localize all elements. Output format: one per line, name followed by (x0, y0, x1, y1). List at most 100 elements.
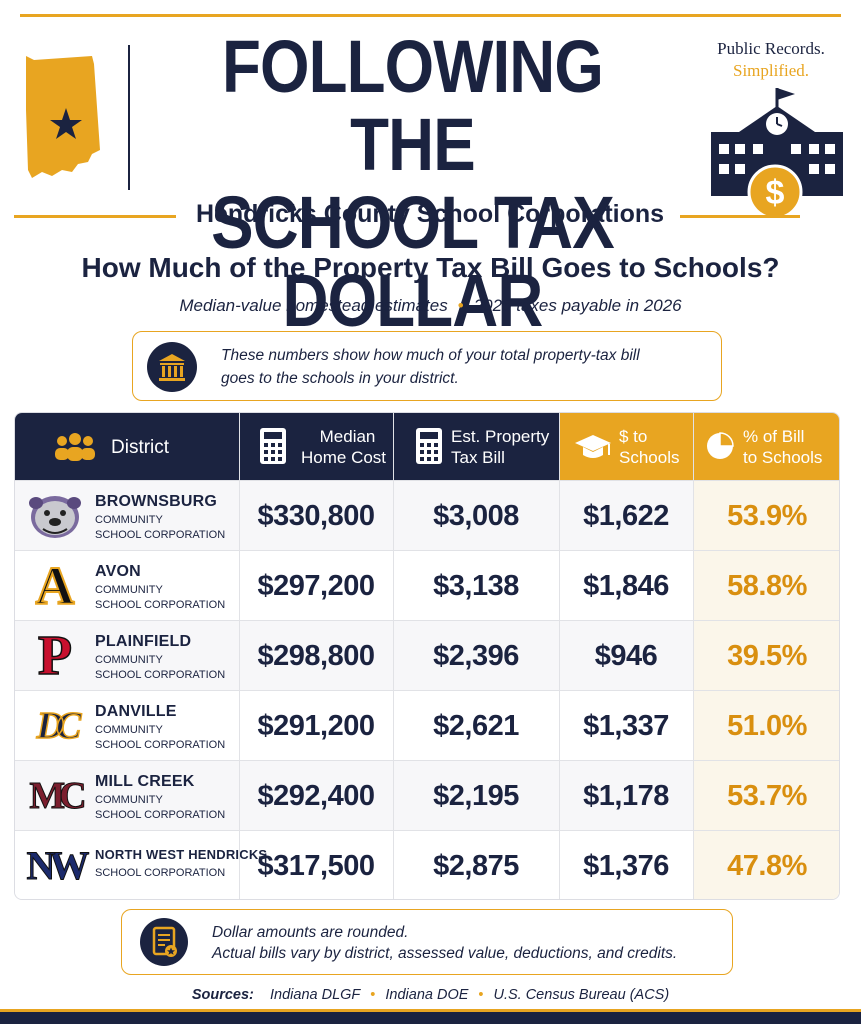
graduation-cap-icon (575, 435, 611, 458)
to-schools-cell: $1,622 (583, 499, 669, 532)
sources-line: Sources: Indiana DLGF • Indiana DOE • U.S. C… (191, 987, 670, 1003)
district-name: AVON (95, 563, 141, 580)
footnote-box: Dollar amounts are rounded. Actual bills… (121, 909, 733, 975)
mill-creek-logo-icon: MC (25, 771, 87, 821)
header-pct-l2: to Schools (743, 448, 823, 467)
source-1: Indiana DLGF (270, 987, 361, 1003)
district-sub-1: COMMUNITY (95, 514, 163, 526)
district-sub-2: SCHOOL CORPORATION (95, 669, 226, 681)
question-heading: How Much of the Property Tax Bill Goes t… (81, 252, 780, 283)
subtitle-rule-right (680, 215, 800, 218)
table-header: District Median Home Cost (15, 413, 839, 480)
avon-logo-icon: A (25, 556, 85, 616)
tax-bill-cell: $2,195 (433, 779, 519, 812)
sources-label: Sources: (191, 987, 254, 1003)
district-name: BROWNSBURG (95, 493, 217, 510)
column-divider (239, 413, 240, 899)
danville-logo-icon: DC (25, 701, 85, 751)
district-sub: COMMUNITY SCHOOL CORPORATION (95, 653, 225, 683)
district-sub-1: COMMUNITY (95, 794, 163, 806)
table-row: NW NORTH WEST HENDRICKS SCHOOL CORPORATI… (15, 830, 839, 899)
home-cost-cell: $330,800 (257, 499, 375, 532)
header-to-schools-l1: $ to (619, 427, 648, 446)
header-divider (128, 45, 130, 190)
note-text: These numbers show how much of your tota… (221, 344, 711, 390)
header-district-label: District (111, 437, 170, 458)
calculator-icon (416, 428, 442, 464)
main-title: FOLLOWING THE SCHOOL TAX DOLLAR (178, 28, 647, 340)
note-icon-circle (147, 342, 197, 392)
meta-left: Median-value homestead estimates (179, 296, 448, 315)
indiana-state-icon (26, 56, 100, 178)
pct-cell: 47.8% (693, 831, 839, 899)
district-sub-1: COMMUNITY (95, 584, 163, 596)
subtitle: Hendricks County School Corporations (195, 200, 665, 228)
header-to-schools-label: $ to Schools (619, 426, 679, 468)
header-tax-bill-l1: Est. Property (451, 427, 550, 446)
district-sub-1: COMMUNITY (95, 654, 163, 666)
header-to-schools-l2: Schools (619, 448, 680, 467)
people-icon (55, 433, 95, 461)
header-tax-bill-l2: Tax Bill (451, 448, 505, 467)
title-line-2: SCHOOL TAX DOLLAR (211, 181, 615, 342)
tax-table: District Median Home Cost (14, 412, 840, 900)
brand-tagline: Public Records. Simplified. (701, 38, 841, 82)
bottom-gold-rule (0, 1009, 861, 1012)
pct-cell: 39.5% (693, 621, 839, 691)
header-pct: % of Bill to Schools (693, 413, 839, 480)
pie-chart-icon (707, 432, 734, 459)
svg-text:$: $ (766, 174, 785, 212)
district-sub: COMMUNITY SCHOOL CORPORATION (95, 513, 225, 543)
home-cost-cell: $298,800 (257, 639, 375, 672)
district-sub-1: SCHOOL CORPORATION (95, 867, 226, 879)
home-cost-cell: $292,400 (257, 779, 375, 812)
header-district: District (15, 413, 239, 480)
plainfield-logo-letter: P (37, 625, 73, 687)
district-sub-2: SCHOOL CORPORATION (95, 739, 226, 751)
header-home-cost-l1: Median (319, 427, 376, 446)
brand-line-2: Simplified. (732, 61, 810, 80)
mill-creek-logo-letters: MC (29, 775, 87, 818)
district-name: NORTH WEST HENDRICKS (95, 847, 268, 862)
footnote-icon-circle (140, 918, 188, 966)
column-divider (693, 413, 694, 899)
source-2: Indiana DOE (385, 987, 469, 1003)
footnote-text: Dollar amounts are rounded. Actual bills… (212, 922, 677, 964)
district-sub-2: SCHOOL CORPORATION (95, 809, 226, 821)
header-tax-bill: Est. Property Tax Bill (393, 413, 559, 480)
tax-bill-cell: $2,875 (433, 849, 519, 882)
district-sub: COMMUNITY SCHOOL CORPORATION (95, 723, 225, 753)
bulldog-logo-icon (29, 496, 81, 538)
north-west-logo-letters: NW (26, 843, 90, 889)
tax-bill-cell: $2,396 (433, 639, 519, 672)
tax-bill-cell: $3,008 (433, 499, 519, 532)
tax-bill-cell: $3,138 (433, 569, 519, 602)
brand-line-1: Public Records. (717, 39, 825, 58)
table-row: BROWNSBURG COMMUNITY SCHOOL CORPORATION $… (15, 480, 839, 551)
header-tax-bill-label: Est. Property Tax Bill (451, 426, 549, 468)
header-pct-label: % of Bill to Schools (743, 426, 822, 468)
top-rule (20, 14, 841, 17)
table-body: BROWNSBURG COMMUNITY SCHOOL CORPORATION $… (15, 480, 839, 899)
district-sub: SCHOOL CORPORATION (95, 866, 225, 881)
pct-cell: 58.8% (693, 551, 839, 621)
meta-line: Median-value homestead estimates • 2025 ta… (179, 296, 682, 315)
district-sub: COMMUNITY SCHOOL CORPORATION (95, 793, 225, 823)
header-pct-l1: % of Bill (743, 427, 805, 446)
calculator-icon (260, 428, 286, 464)
table-row: DC DANVILLE COMMUNITY SCHOOL CORPORATION … (15, 690, 839, 761)
avon-logo-letter: A (35, 556, 76, 616)
to-schools-cell: $1,178 (583, 779, 669, 812)
district-name: PLAINFIELD (95, 633, 192, 650)
tax-bill-cell: $2,621 (433, 709, 519, 742)
table-row: MC MILL CREEK COMMUNITY SCHOOL CORPORATIO… (15, 760, 839, 831)
header-home-cost-l2: Home Cost (301, 448, 387, 467)
pct-cell: 51.0% (693, 691, 839, 761)
home-cost-cell: $297,200 (257, 569, 375, 602)
bottom-navy-bar (0, 1012, 861, 1024)
column-divider (393, 413, 394, 899)
north-west-logo-icon: NW (25, 841, 90, 891)
bank-icon (159, 354, 185, 381)
table-row: A AVON COMMUNITY SCHOOL CORPORATION $297,… (15, 550, 839, 621)
district-sub-2: SCHOOL CORPORATION (95, 599, 226, 611)
